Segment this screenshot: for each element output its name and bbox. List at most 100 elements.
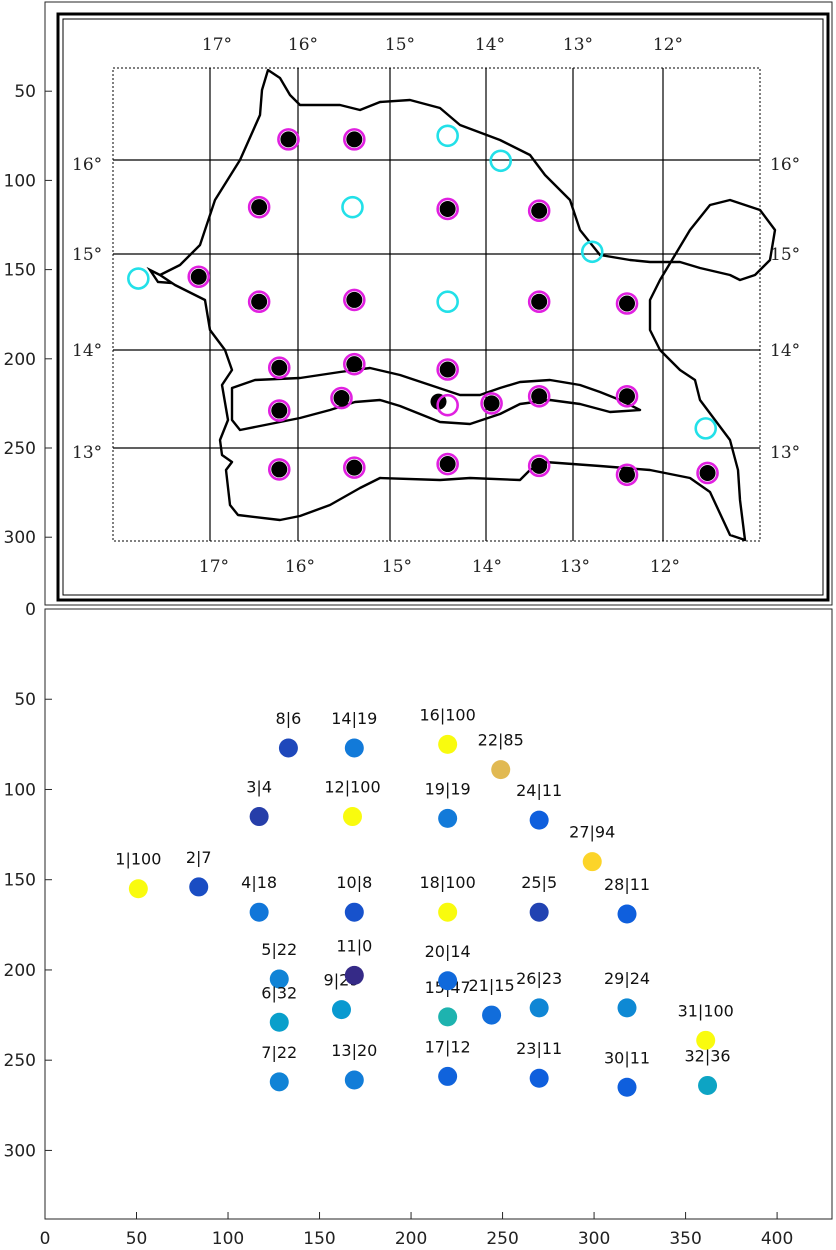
magenta-ring-marker — [187, 265, 211, 289]
map-bottom-label: 14° — [472, 557, 502, 577]
map-right-label: 14° — [770, 341, 800, 361]
value-point-label: 27|94 — [569, 823, 615, 842]
black-marker — [333, 390, 350, 407]
value-point — [529, 1068, 549, 1088]
value-point-label: 20|14 — [425, 942, 471, 961]
value-point-label: 1|100 — [115, 850, 161, 869]
magenta-ring-marker — [343, 128, 366, 151]
values-panel: 0 50 100 150 200 250 300 0 50 100 150 200 250 300 350 4… — [4, 600, 833, 1249]
value-point-label: 29|24 — [604, 969, 650, 988]
map-bottom-label: 17° — [199, 557, 229, 577]
value-point — [482, 1005, 502, 1025]
magenta-ring-marker — [480, 392, 503, 415]
black-marker — [531, 457, 548, 474]
value-point — [696, 1030, 716, 1050]
peninsula-outline — [146, 266, 173, 285]
map-left-label: 14° — [72, 341, 102, 361]
value-point — [342, 807, 362, 827]
value-point — [189, 877, 209, 897]
value-point — [617, 904, 637, 924]
map-top-label: 17° — [202, 35, 232, 55]
black-marker — [251, 199, 268, 216]
black-marker — [190, 268, 207, 285]
magenta-ring-marker — [527, 199, 551, 223]
value-point-label: 7|22 — [261, 1043, 297, 1062]
map-bottom-label: 13° — [560, 557, 590, 577]
map-top-label: 13° — [563, 35, 593, 55]
cyan-ring-marker — [580, 240, 604, 264]
magenta-ring-marker — [615, 463, 639, 487]
value-point-label: 23|11 — [516, 1039, 562, 1058]
values-x-tick-label: 0 — [40, 1229, 51, 1249]
values-x-tick-label: 300 — [578, 1229, 610, 1249]
magenta-ring-marker — [696, 461, 719, 485]
black-marker — [531, 293, 548, 310]
values-y-tick-label: 200 — [4, 961, 36, 981]
map-left-label: 13° — [72, 443, 102, 463]
value-point-label: 13|20 — [331, 1041, 377, 1060]
map-y-tick-label: 150 — [4, 261, 36, 281]
magenta-ring-marker — [615, 292, 639, 315]
value-point-label: 26|23 — [516, 969, 562, 988]
country-outline — [158, 68, 777, 542]
magenta-ring-marker — [343, 352, 366, 376]
value-point-label: 3|4 — [246, 778, 272, 797]
map-outer-frame — [56, 12, 830, 602]
map-panel: 17° 16° 15° 14° 13° 12° 17° 16° 15° 14° 13° 12° 16° 1… — [4, 1, 833, 606]
cyan-ring-marker — [694, 417, 718, 440]
black-marker — [619, 295, 636, 312]
black-marker — [439, 200, 456, 217]
black-marker — [271, 402, 288, 419]
magenta-ring-marker — [247, 290, 271, 314]
map-y-tick-label: 100 — [4, 171, 36, 191]
black-marker — [251, 293, 268, 310]
map-top-label: 12° — [653, 35, 683, 55]
magenta-ring-marker — [436, 358, 459, 381]
black-marker — [699, 464, 716, 481]
map-top-label: 15° — [385, 35, 415, 55]
value-point-label: 22|85 — [478, 731, 524, 750]
value-point-label: 25|5 — [521, 873, 557, 892]
map-bottom-label: 16° — [285, 557, 315, 577]
value-point-label: 10|8 — [336, 873, 372, 892]
values-x-tick-label: 250 — [486, 1229, 518, 1249]
black-marker — [483, 395, 500, 412]
black-marker — [619, 388, 636, 405]
values-x-tick-label: 100 — [212, 1229, 244, 1249]
magenta-ring-marker — [277, 128, 300, 151]
black-marker — [280, 131, 297, 148]
map-y-ticks: 50 100 150 200 250 300 — [4, 82, 52, 548]
cyan-ring-marker — [489, 149, 513, 173]
value-point-label: 8|6 — [276, 709, 302, 728]
magenta-ring-marker — [267, 458, 291, 481]
map-right-label: 15° — [770, 245, 800, 265]
value-point — [582, 852, 602, 872]
value-point-label: 12|100 — [324, 778, 380, 797]
value-point — [344, 738, 364, 758]
value-point — [249, 807, 269, 827]
map-left-label: 16° — [72, 155, 102, 175]
value-point — [344, 1070, 364, 1090]
black-marker — [439, 361, 456, 378]
value-point — [269, 1072, 289, 1092]
black-marker — [531, 388, 548, 405]
value-point — [278, 738, 298, 758]
black-marker — [271, 359, 288, 376]
magenta-ring-marker — [343, 288, 366, 312]
values-x-tick-label: 150 — [303, 1229, 335, 1249]
magenta-ring-marker — [343, 456, 366, 479]
magenta-ring-marker — [436, 393, 459, 417]
map-bottom-label: 15° — [382, 557, 412, 577]
map-y-tick-label: 200 — [4, 350, 36, 370]
map-left-label: 15° — [72, 245, 102, 265]
value-point — [698, 1075, 718, 1095]
magenta-ring-marker — [330, 386, 353, 410]
black-marker — [439, 456, 456, 473]
values-y-tick-label: 50 — [14, 690, 36, 710]
map-inner-frame — [62, 18, 824, 596]
value-point-label: 11|0 — [336, 936, 372, 955]
map-background: 17° 16° 15° 14° 13° 12° 17° 16° 15° 14° 13° 12° 16° 1… — [56, 12, 830, 602]
magenta-ring-marker — [267, 356, 291, 380]
black-marker — [619, 466, 636, 483]
map-y-tick-label: 300 — [4, 528, 36, 548]
